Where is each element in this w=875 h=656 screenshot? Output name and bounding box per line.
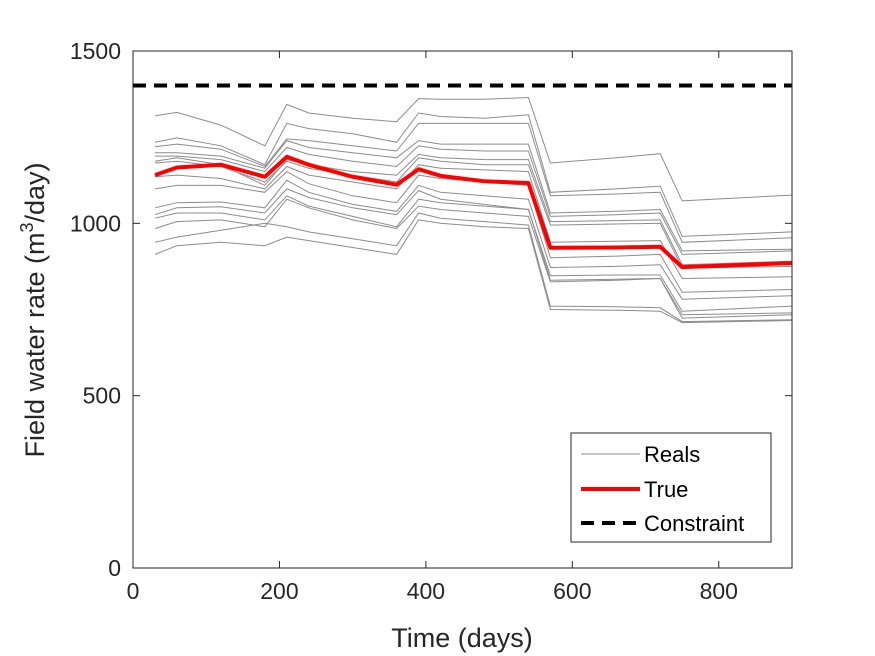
y-axis: 0 500 1000 1500: [70, 38, 792, 581]
reals-series-line-11: [154, 179, 793, 300]
reals-series-group: [154, 96, 793, 324]
reals-series-line-14: [154, 198, 793, 319]
y-axis-label-prefix: Field water rate (m: [20, 232, 50, 457]
x-tick-label: 200: [260, 578, 298, 604]
plot-area-frame: [132, 50, 793, 569]
reals-series-line-8: [154, 157, 793, 269]
legend-reals-label: Reals: [644, 442, 700, 467]
reals-series-line-4: [154, 122, 793, 243]
y-axis-label-suffix: /day): [20, 162, 50, 222]
reals-series-line-7: [154, 153, 793, 266]
x-tick-label: 0: [127, 578, 140, 604]
reals-series-line-5: [155, 140, 793, 252]
y-tick-label: 0: [108, 555, 121, 581]
reals-series-line-15: [154, 212, 793, 323]
reals-series-line-6: [155, 145, 793, 255]
true-series-group: [154, 154, 793, 270]
reals-series-line-9: [154, 164, 793, 280]
x-axis: 0 200 400 600 800: [127, 51, 738, 604]
true-series-line: [154, 154, 793, 270]
legend-constraint-label: Constraint: [644, 511, 744, 536]
x-tick-label: 400: [407, 578, 445, 604]
reals-series-line-3: [154, 112, 793, 237]
y-tick-label: 1000: [70, 210, 121, 236]
x-tick-label: 800: [700, 578, 738, 604]
legend-true-label: True: [644, 477, 688, 502]
y-axis-label: Field water rate (m3/day): [17, 162, 50, 457]
reals-series-line-10: [154, 170, 793, 293]
y-axis-label-superscript: 3: [17, 222, 37, 232]
y-tick-label: 500: [83, 383, 121, 409]
reals-series-line-2: [154, 96, 793, 202]
legend: Reals True Constraint: [570, 432, 772, 543]
reals-series-line-12: [154, 188, 793, 312]
x-tick-label: 600: [553, 578, 591, 604]
reals-series-line-13: [154, 195, 793, 316]
x-axis-label: Time (days): [391, 623, 533, 653]
reals-series-line-16: [154, 219, 793, 324]
y-tick-label: 1500: [70, 38, 121, 64]
